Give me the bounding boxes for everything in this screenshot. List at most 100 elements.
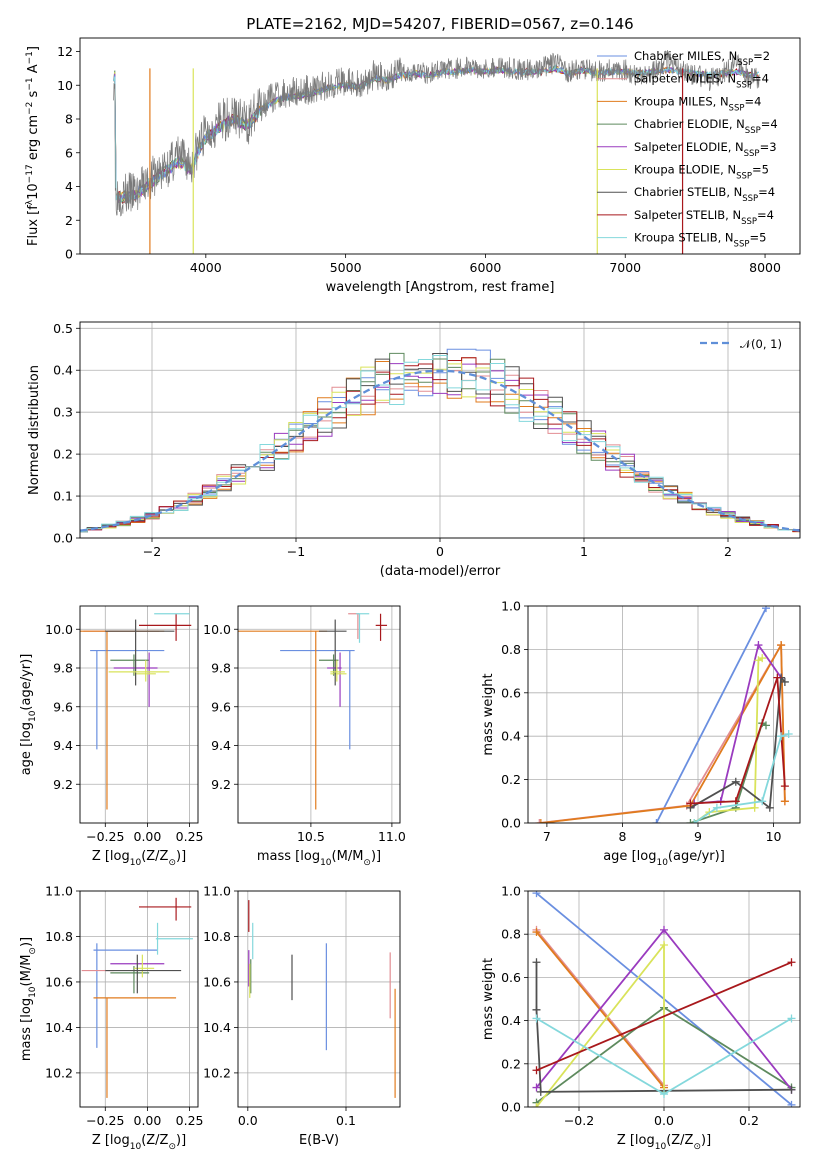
weight-marker <box>773 673 782 682</box>
tick-label-y: 10.2 <box>45 1065 73 1080</box>
weight-marker <box>660 1090 668 1099</box>
plot-area <box>80 613 192 810</box>
data-point-chabrier-elodie <box>110 654 150 676</box>
weight-marker <box>686 819 695 823</box>
data-point-kroupa-stelib <box>155 922 193 955</box>
tick-label-x: 7 <box>543 829 551 844</box>
panel-weight-z: −0.2 0.0 0.2 0.0 0.2 0.4 0.6 0.8 1.0 Z [log10(Z/Z… <box>481 884 801 1152</box>
tick-label-x: 0 <box>436 544 444 559</box>
plot-area <box>535 606 793 823</box>
weight-line <box>655 607 767 823</box>
tick-label-y: 10 <box>57 78 73 93</box>
panel-mass-ebv: 0.0 0.1 10.2 10.4 10.6 10.8 11.0 E(B-V) <box>203 884 401 1148</box>
legend-label: Kroupa ELODIE, NSSP=5 <box>634 163 769 182</box>
tick-label-y: 10.8 <box>45 929 73 944</box>
plot-area <box>80 348 800 533</box>
plot-area <box>81 897 193 1098</box>
tick-label-x: 0.0 <box>238 1113 258 1128</box>
tick-label-x: 10.5 <box>297 829 325 844</box>
tick-label-y: 0.6 <box>501 970 521 985</box>
y-axis-label: mass weight <box>481 673 496 755</box>
panel-residuals: −2 −1 0 1 2 0.0 0.1 0.2 0.3 0.4 0.5 (data-model)/er… <box>27 321 801 579</box>
weight-series-chabrier-stelib <box>532 958 796 1096</box>
tick-label-y: 10.4 <box>203 1020 231 1035</box>
weight-line <box>539 641 786 823</box>
plot-area <box>113 49 760 254</box>
panel-age-z: −0.25 0.00 0.25 9.2 9.4 9.6 9.8 10.0 Z [log10(Z/… <box>19 605 204 868</box>
axes-frame <box>79 37 801 255</box>
tick-label-y: 0.1 <box>53 489 73 504</box>
tick-label-y: 0.3 <box>53 405 73 420</box>
tick-label-x: −2 <box>143 544 161 559</box>
legend-label: Salpeter ELODIE, NSSP=3 <box>634 140 777 159</box>
data-point-salpeter-stelib <box>375 613 388 641</box>
tick-label-x: −0.2 <box>564 1113 594 1128</box>
weight-series-chabrier-stelib <box>686 673 789 812</box>
tick-label-y: 0 <box>65 247 73 262</box>
tick-label-y: 2 <box>65 213 73 228</box>
weight-marker <box>750 803 759 812</box>
tick-label-y: 0.2 <box>501 772 521 787</box>
tick-label-x: 11.0 <box>378 829 406 844</box>
tick-label-y: 9.8 <box>53 661 73 676</box>
tick-label-x: 1 <box>580 544 588 559</box>
x-axis-label: Z [log10(Z/Z⊙)] <box>92 849 186 868</box>
data-point-kroupa-miles <box>80 630 165 810</box>
weight-marker <box>787 1100 796 1107</box>
tick-label-x: 0.25 <box>176 829 204 844</box>
weight-marker <box>652 819 661 823</box>
weight-series-kroupa-stelib <box>690 730 793 823</box>
legend-label: Chabrier STELIB, NSSP=4 <box>634 185 775 204</box>
tick-label-y: 1.0 <box>501 884 521 899</box>
weight-marker <box>532 1066 541 1075</box>
weight-marker <box>762 721 770 730</box>
weight-marker <box>532 891 541 898</box>
histogram-salpeter-elodie <box>80 363 800 533</box>
y-axis-label: mass weight <box>481 958 496 1040</box>
legend: Chabrier MILES, NSSP=2 Salpeter MILES, NS… <box>597 49 778 250</box>
tick-label-y: 10.4 <box>45 1020 73 1035</box>
weight-series-salpeter-stelib <box>686 673 789 808</box>
tick-label-x: 10 <box>766 829 782 844</box>
weight-series-chabrier-miles <box>652 606 770 823</box>
weight-marker <box>536 819 545 823</box>
tick-label-y: 9.8 <box>211 661 231 676</box>
observed-spectrum <box>113 49 760 217</box>
plot-area <box>248 900 396 1098</box>
weight-marker <box>532 958 541 967</box>
axes-frame <box>79 321 801 539</box>
data-point-chabrier-miles <box>90 649 165 750</box>
data-point-chabrier-miles <box>93 943 158 1048</box>
tick-label-y: 9.6 <box>211 699 231 714</box>
tick-label-x: 4000 <box>190 260 222 275</box>
weight-marker <box>535 819 544 823</box>
weight-marker <box>780 782 789 791</box>
weight-marker <box>758 654 767 663</box>
weight-marker <box>731 797 740 806</box>
axes-frame <box>527 890 801 1108</box>
x-axis-label: mass [log10(M/M⊙)] <box>257 849 381 868</box>
weight-line <box>690 721 767 823</box>
legend-label: Salpeter STELIB, NSSP=4 <box>634 208 774 227</box>
tick-label-y: 0.0 <box>501 1100 521 1115</box>
y-axis-label: age [log10(age/yr)] <box>19 654 38 776</box>
axes-frame <box>237 605 401 824</box>
weight-marker <box>536 1087 545 1096</box>
weight-marker <box>660 941 668 949</box>
x-axis-label: Z [log10(Z/Z⊙)] <box>617 1133 711 1152</box>
y-axis-label: mass [log10(M/M⊙)] <box>19 937 38 1061</box>
weight-marker <box>532 1014 541 1023</box>
histogram-kroupa-stelib <box>80 355 800 533</box>
tick-label-x: 5000 <box>330 260 362 275</box>
axes-frame <box>79 890 199 1108</box>
tick-label-x: 0.00 <box>134 1113 162 1128</box>
weight-series-salpeter-stelib <box>532 958 796 1075</box>
tick-label-x: 2 <box>724 544 732 559</box>
weight-marker <box>660 925 668 934</box>
legend-label: Kroupa STELIB, NSSP=5 <box>634 231 766 250</box>
tick-label-x: 0.25 <box>176 1113 204 1128</box>
weight-marker <box>712 803 721 812</box>
weight-series-kroupa-miles <box>536 641 789 823</box>
legend: 𝒩(0, 1) <box>700 337 782 351</box>
weight-marker <box>777 732 786 741</box>
